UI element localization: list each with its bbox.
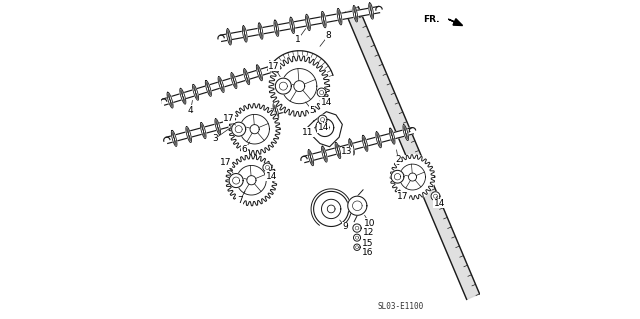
- Polygon shape: [337, 9, 342, 25]
- Text: 14: 14: [317, 123, 329, 132]
- Polygon shape: [314, 191, 349, 226]
- Polygon shape: [353, 6, 358, 22]
- Text: 16: 16: [362, 248, 374, 257]
- Text: 9: 9: [342, 222, 348, 231]
- Polygon shape: [243, 26, 247, 42]
- Text: 12: 12: [363, 228, 374, 237]
- Polygon shape: [186, 127, 191, 143]
- Polygon shape: [167, 92, 173, 108]
- Text: 4: 4: [188, 106, 194, 115]
- Polygon shape: [180, 88, 186, 104]
- Text: 5: 5: [309, 106, 315, 115]
- Polygon shape: [287, 99, 293, 115]
- Polygon shape: [193, 85, 198, 100]
- Polygon shape: [172, 130, 177, 146]
- Text: 13: 13: [341, 147, 353, 156]
- Polygon shape: [230, 115, 235, 131]
- Polygon shape: [305, 14, 310, 31]
- Polygon shape: [263, 163, 272, 172]
- Text: 3: 3: [212, 134, 218, 143]
- Polygon shape: [229, 104, 280, 155]
- Text: FR.: FR.: [423, 15, 440, 24]
- Polygon shape: [200, 122, 206, 139]
- Polygon shape: [269, 61, 275, 77]
- Text: 2: 2: [396, 155, 401, 164]
- Polygon shape: [348, 196, 367, 215]
- Polygon shape: [376, 132, 381, 148]
- Polygon shape: [257, 65, 262, 81]
- Text: 6: 6: [241, 145, 247, 154]
- Polygon shape: [307, 112, 342, 147]
- Polygon shape: [389, 128, 395, 144]
- Polygon shape: [290, 17, 294, 33]
- Polygon shape: [244, 69, 250, 85]
- Polygon shape: [349, 139, 355, 155]
- Polygon shape: [226, 155, 277, 206]
- Polygon shape: [353, 234, 360, 241]
- Polygon shape: [369, 3, 374, 19]
- Polygon shape: [335, 143, 340, 159]
- Polygon shape: [346, 7, 479, 300]
- Polygon shape: [317, 88, 326, 97]
- Text: 10: 10: [364, 219, 375, 228]
- Polygon shape: [275, 78, 291, 94]
- Polygon shape: [362, 135, 368, 152]
- Polygon shape: [227, 29, 232, 45]
- Polygon shape: [163, 64, 280, 105]
- Text: 14: 14: [266, 172, 277, 181]
- Text: 8: 8: [326, 31, 332, 40]
- Polygon shape: [353, 224, 361, 232]
- Text: 17: 17: [268, 62, 280, 71]
- Text: 14: 14: [321, 98, 332, 107]
- Polygon shape: [259, 107, 264, 123]
- Polygon shape: [244, 111, 250, 127]
- Text: 17: 17: [220, 158, 232, 167]
- Polygon shape: [354, 244, 360, 250]
- Polygon shape: [308, 150, 314, 166]
- Polygon shape: [218, 77, 224, 93]
- Polygon shape: [166, 102, 298, 144]
- Polygon shape: [403, 124, 408, 141]
- Polygon shape: [231, 73, 237, 89]
- Polygon shape: [391, 170, 404, 183]
- Polygon shape: [321, 146, 327, 162]
- Polygon shape: [316, 119, 333, 137]
- Text: 17: 17: [397, 192, 409, 201]
- Polygon shape: [321, 11, 326, 28]
- Text: 11: 11: [302, 128, 314, 137]
- Polygon shape: [205, 80, 211, 96]
- Polygon shape: [273, 103, 278, 119]
- Polygon shape: [303, 128, 413, 163]
- Text: 17: 17: [223, 114, 235, 122]
- Polygon shape: [229, 174, 243, 188]
- Text: 14: 14: [434, 199, 445, 208]
- Polygon shape: [318, 115, 327, 124]
- Text: 7: 7: [237, 197, 243, 205]
- FancyArrow shape: [448, 19, 463, 26]
- Polygon shape: [269, 56, 330, 116]
- Polygon shape: [215, 119, 221, 135]
- Polygon shape: [232, 122, 246, 136]
- Polygon shape: [390, 155, 435, 199]
- Text: 1: 1: [295, 35, 301, 44]
- Text: 15: 15: [362, 239, 374, 248]
- Text: SL03-E1100: SL03-E1100: [378, 302, 424, 311]
- Polygon shape: [274, 20, 279, 36]
- Polygon shape: [221, 6, 380, 41]
- Polygon shape: [431, 192, 440, 201]
- Polygon shape: [258, 23, 263, 39]
